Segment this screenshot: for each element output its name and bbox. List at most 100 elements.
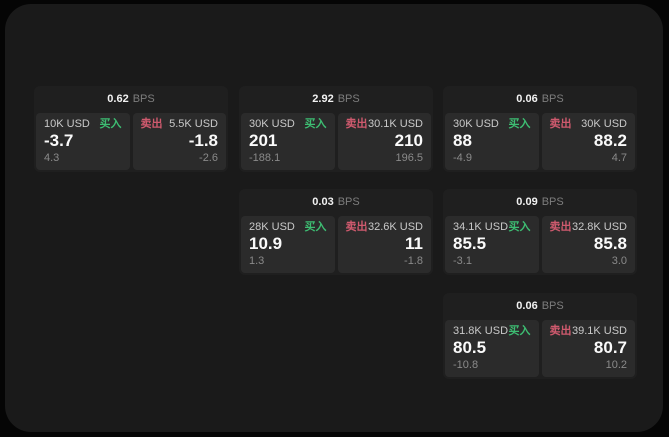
buy-panel-top: 10K USD 买入 (44, 119, 122, 130)
quote-card: 0.06 BPS 31.8K USD 买入 80.5 -10.8 卖出 39.1… (443, 293, 637, 379)
sell-price: 80.7 (593, 338, 627, 357)
sell-panel[interactable]: 卖出 32.8K USD 85.8 3.0 (541, 216, 635, 273)
quote-card: 0.03 BPS 28K USD 买入 10.9 1.3 卖出 32.6K US… (239, 189, 433, 275)
buy-amount: 28K USD (249, 221, 295, 233)
sell-side-label: 卖出 (345, 221, 368, 233)
bps-value: 0.06 (516, 93, 538, 105)
buy-panel-top: 34.1K USD 买入 (453, 222, 531, 233)
buy-price: 201 (249, 131, 278, 150)
buy-delta: 4.3 (44, 152, 60, 164)
buy-price: 88 (453, 131, 472, 150)
bps-unit: BPS (541, 300, 564, 312)
buy-amount: 31.8K USD (453, 325, 509, 337)
sell-delta: -2.6 (199, 152, 218, 164)
bps-value: 2.92 (312, 93, 334, 105)
sell-delta: 4.7 (611, 152, 627, 164)
sell-price: 210 (394, 131, 423, 150)
sell-amount: 32.6K USD (367, 221, 423, 233)
bps-header: 0.06 BPS (443, 293, 637, 320)
buy-panel-top: 31.8K USD 买入 (453, 326, 531, 337)
sell-price: 88.2 (593, 131, 627, 150)
buy-side-label: 买入 (508, 221, 531, 233)
sell-panel[interactable]: 卖出 30K USD 88.2 4.7 (541, 113, 635, 170)
sell-panel-top: 卖出 30K USD (550, 119, 628, 130)
bps-unit: BPS (541, 93, 564, 105)
buy-panel-top: 30K USD 买入 (249, 119, 327, 130)
buy-panel[interactable]: 28K USD 买入 10.9 1.3 (241, 216, 335, 273)
sell-panel-top: 卖出 30.1K USD (346, 119, 424, 130)
bps-unit: BPS (337, 196, 360, 208)
buy-price: 85.5 (453, 234, 487, 253)
sell-amount: 39.1K USD (571, 325, 627, 337)
bps-header: 2.92 BPS (239, 86, 433, 113)
sell-amount: 30K USD (581, 118, 627, 130)
sell-panel-top: 卖出 32.8K USD (550, 222, 628, 233)
sell-side-label: 卖出 (345, 118, 368, 130)
buy-delta: -3.1 (453, 255, 472, 267)
quote-panels: 31.8K USD 买入 80.5 -10.8 卖出 39.1K USD 80.… (443, 320, 637, 377)
sell-panel-top: 卖出 39.1K USD (550, 326, 628, 337)
buy-side-label: 买入 (304, 221, 327, 233)
buy-price: -3.7 (44, 131, 74, 150)
bps-unit: BPS (541, 196, 564, 208)
sell-price: 11 (405, 234, 423, 253)
buy-side-label: 买入 (99, 118, 122, 130)
buy-amount: 34.1K USD (453, 221, 509, 233)
bps-unit: BPS (337, 93, 360, 105)
bps-value: 0.06 (516, 300, 538, 312)
buy-side-label: 买入 (508, 325, 531, 337)
buy-delta: -188.1 (249, 152, 281, 164)
sell-panel-top: 卖出 5.5K USD (141, 119, 219, 130)
buy-panel[interactable]: 30K USD 买入 201 -188.1 (241, 113, 335, 170)
bps-value: 0.09 (516, 196, 538, 208)
buy-side-label: 买入 (508, 118, 531, 130)
sell-side-label: 卖出 (140, 118, 163, 130)
quote-panels: 34.1K USD 买入 85.5 -3.1 卖出 32.8K USD 85.8… (443, 216, 637, 273)
sell-panel[interactable]: 卖出 30.1K USD 210 196.5 (337, 113, 431, 170)
sell-delta: -1.8 (404, 255, 423, 267)
buy-side-label: 买入 (304, 118, 327, 130)
bps-value: 0.62 (107, 93, 129, 105)
sell-price: -1.8 (188, 131, 218, 150)
sell-delta: 10.2 (605, 359, 627, 371)
quote-card: 0.06 BPS 30K USD 买入 88 -4.9 卖出 30K USD 8… (443, 86, 637, 172)
bps-header: 0.62 BPS (34, 86, 228, 113)
sell-side-label: 卖出 (549, 325, 572, 337)
bps-unit: BPS (132, 93, 155, 105)
buy-delta: 1.3 (249, 255, 265, 267)
buy-delta: -4.9 (453, 152, 472, 164)
sell-amount: 32.8K USD (571, 221, 627, 233)
buy-delta: -10.8 (453, 359, 479, 371)
sell-side-label: 卖出 (549, 221, 572, 233)
sell-price: 85.8 (593, 234, 627, 253)
sell-delta: 196.5 (395, 152, 423, 164)
quote-panels: 28K USD 买入 10.9 1.3 卖出 32.6K USD 11 -1.8 (239, 216, 433, 273)
buy-panel-top: 30K USD 买入 (453, 119, 531, 130)
buy-panel[interactable]: 31.8K USD 买入 80.5 -10.8 (445, 320, 539, 377)
quote-panels: 30K USD 买入 201 -188.1 卖出 30.1K USD 210 1… (239, 113, 433, 170)
bps-header: 0.06 BPS (443, 86, 637, 113)
buy-amount: 30K USD (249, 118, 295, 130)
bps-header: 0.09 BPS (443, 189, 637, 216)
sell-panel[interactable]: 卖出 39.1K USD 80.7 10.2 (541, 320, 635, 377)
sell-delta: 3.0 (611, 255, 627, 267)
sell-panel[interactable]: 卖出 32.6K USD 11 -1.8 (337, 216, 431, 273)
sell-panel-top: 卖出 32.6K USD (346, 222, 424, 233)
main-panel: 0.62 BPS 10K USD 买入 -3.7 4.3 卖出 5.5K USD… (5, 4, 663, 432)
quote-panels: 10K USD 买入 -3.7 4.3 卖出 5.5K USD -1.8 -2.… (34, 113, 228, 170)
quote-card: 0.62 BPS 10K USD 买入 -3.7 4.3 卖出 5.5K USD… (34, 86, 228, 172)
buy-amount: 10K USD (44, 118, 90, 130)
quote-panels: 30K USD 买入 88 -4.9 卖出 30K USD 88.2 4.7 (443, 113, 637, 170)
buy-panel[interactable]: 10K USD 买入 -3.7 4.3 (36, 113, 130, 170)
buy-panel[interactable]: 34.1K USD 买入 85.5 -3.1 (445, 216, 539, 273)
sell-panel[interactable]: 卖出 5.5K USD -1.8 -2.6 (132, 113, 226, 170)
buy-price: 80.5 (453, 338, 487, 357)
sell-side-label: 卖出 (549, 118, 572, 130)
buy-panel-top: 28K USD 买入 (249, 222, 327, 233)
sell-amount: 30.1K USD (367, 118, 423, 130)
quote-card: 2.92 BPS 30K USD 买入 201 -188.1 卖出 30.1K … (239, 86, 433, 172)
bps-header: 0.03 BPS (239, 189, 433, 216)
buy-price: 10.9 (249, 234, 283, 253)
buy-panel[interactable]: 30K USD 买入 88 -4.9 (445, 113, 539, 170)
quote-card: 0.09 BPS 34.1K USD 买入 85.5 -3.1 卖出 32.8K… (443, 189, 637, 275)
